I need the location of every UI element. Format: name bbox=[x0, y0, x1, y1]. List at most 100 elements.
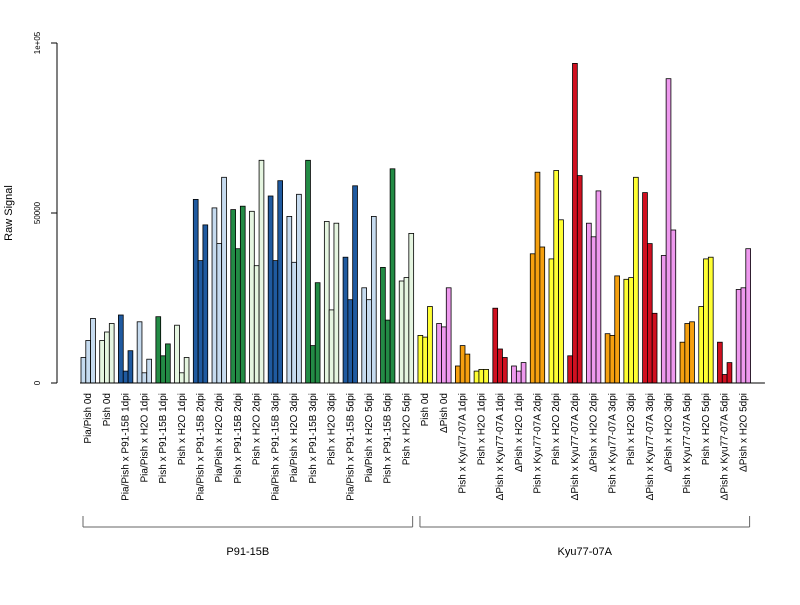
bar bbox=[249, 210, 255, 384]
bar bbox=[422, 336, 428, 384]
bar bbox=[80, 357, 87, 384]
bar bbox=[590, 236, 597, 384]
bar bbox=[441, 326, 447, 384]
bar-group bbox=[380, 168, 396, 384]
bar bbox=[707, 256, 714, 384]
x-tick-label: Pia/Pish x H2O 1dpi bbox=[139, 393, 150, 483]
bar bbox=[253, 265, 260, 384]
bar bbox=[174, 324, 180, 384]
x-tick-label: Pia/Pish 0d bbox=[83, 393, 94, 444]
bar bbox=[502, 357, 508, 384]
bar bbox=[370, 215, 377, 384]
bar bbox=[197, 260, 204, 384]
bar-group bbox=[511, 362, 527, 384]
bar bbox=[216, 243, 223, 384]
bar bbox=[478, 368, 485, 384]
group-label: P91-15B bbox=[226, 546, 269, 558]
bar bbox=[735, 289, 742, 384]
bar bbox=[534, 171, 541, 384]
bar bbox=[651, 312, 658, 384]
x-tick-label: Pish x H2O 1dpi bbox=[476, 393, 487, 465]
bar-group bbox=[230, 205, 246, 384]
bar bbox=[118, 314, 124, 384]
bar bbox=[647, 243, 653, 384]
x-tick-label: Pish x Kyu77-07A 3dpi bbox=[607, 393, 618, 494]
bar bbox=[726, 362, 733, 384]
bar bbox=[272, 260, 279, 384]
bar bbox=[740, 287, 747, 384]
bar bbox=[90, 317, 96, 384]
bar bbox=[515, 370, 522, 384]
bar-group bbox=[249, 159, 265, 384]
bar bbox=[305, 159, 311, 384]
x-tick-label: Pia/Pish x P91-15B 1dpi bbox=[121, 393, 132, 501]
bar bbox=[492, 307, 499, 384]
group-bracket: Kyu77-07A bbox=[419, 516, 751, 558]
bar bbox=[595, 190, 602, 384]
x-tick-label: Pia/Pish x P91-15B 3dpi bbox=[270, 393, 281, 501]
bar-group bbox=[642, 192, 658, 384]
bar bbox=[122, 370, 129, 384]
x-tick-label: Pish 0d bbox=[420, 393, 431, 426]
bar bbox=[342, 256, 349, 384]
bar bbox=[698, 306, 704, 384]
bar bbox=[239, 205, 246, 384]
bar bbox=[717, 341, 723, 384]
bar bbox=[623, 278, 630, 384]
bar bbox=[286, 215, 293, 384]
bar bbox=[183, 357, 190, 384]
y-tick-label: 1e+05 bbox=[33, 31, 42, 54]
bar bbox=[609, 334, 616, 384]
bar bbox=[104, 331, 110, 384]
bar-group bbox=[323, 221, 340, 384]
bar-group bbox=[623, 176, 639, 384]
x-tick-label: ΔPish x H2O 1dpi bbox=[514, 393, 525, 472]
x-tick-label: Pish x P91-15B 5dpi bbox=[383, 393, 394, 484]
bar bbox=[614, 275, 620, 384]
bar bbox=[473, 370, 480, 384]
bar bbox=[141, 372, 148, 384]
bar bbox=[258, 159, 265, 384]
bar bbox=[529, 253, 536, 384]
bar-group bbox=[267, 180, 283, 384]
bar-group bbox=[698, 256, 714, 384]
bar-group bbox=[604, 275, 620, 384]
x-tick-label: ΔPish x Kyu77-07A 1dpi bbox=[495, 393, 506, 500]
bar bbox=[642, 192, 648, 384]
bar bbox=[202, 224, 209, 384]
bar bbox=[553, 170, 559, 384]
x-tick-label: Pish x Kyu77-07A 1dpi bbox=[458, 393, 469, 494]
bar bbox=[291, 261, 297, 384]
x-tick-label: Pish x Kyu77-07A 2dpi bbox=[532, 393, 543, 494]
bar bbox=[127, 350, 134, 384]
bar bbox=[314, 282, 321, 384]
bar bbox=[155, 316, 162, 384]
bar bbox=[539, 246, 546, 384]
x-tick-label: ΔPish 0d bbox=[439, 393, 450, 433]
x-tick-label: Pia/Pish x P91-15B 5dpi bbox=[345, 393, 356, 501]
bar bbox=[99, 340, 105, 384]
bar bbox=[427, 306, 433, 384]
x-tick-label: Pish x P91-15B 2dpi bbox=[233, 393, 244, 484]
bar bbox=[277, 180, 283, 384]
bar-group bbox=[398, 232, 415, 384]
bar bbox=[403, 277, 410, 384]
bar-group bbox=[155, 316, 171, 384]
x-tick-label: Pia/Pish x H2O 2dpi bbox=[214, 393, 225, 483]
bar bbox=[689, 321, 695, 384]
bar bbox=[703, 258, 709, 384]
bar-group bbox=[679, 321, 695, 384]
bar-group bbox=[286, 193, 302, 384]
bar bbox=[267, 195, 274, 384]
bar bbox=[459, 345, 466, 384]
x-tick-label: Pia/Pish x H2O 5dpi bbox=[364, 393, 375, 483]
bar-group bbox=[492, 307, 508, 384]
bar-group bbox=[118, 314, 134, 384]
x-tick-label: Pish x H2O 5dpi bbox=[701, 393, 712, 465]
bar-group bbox=[305, 159, 321, 384]
x-tick-label: Pish x Kyu77-07A 5dpi bbox=[682, 393, 693, 494]
group-brackets: P91-15B Kyu77-07A bbox=[82, 516, 751, 558]
bar bbox=[670, 229, 677, 384]
x-tick-label: ΔPish x Kyu77-07A 5dpi bbox=[720, 393, 731, 500]
